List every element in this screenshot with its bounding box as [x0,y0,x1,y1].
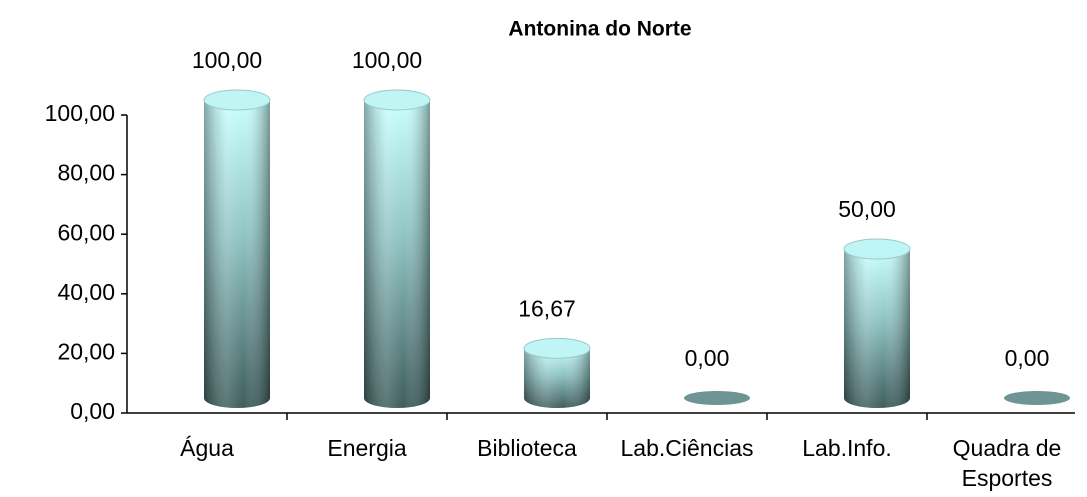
bar [684,391,750,405]
x-tick-label: Lab.Ciências [621,435,754,461]
bar [843,238,911,408]
bar-shade [844,249,910,408]
bar [203,89,271,408]
x-tick-label: Biblioteca [477,435,577,461]
value-label: 100,00 [352,47,422,73]
bar-cap [684,391,750,405]
value-label: 0,00 [1005,345,1050,371]
y-tick-label: 100,00 [45,100,115,126]
y-tick-label: 80,00 [57,160,115,186]
bar [1004,391,1070,405]
bar-cap [363,89,431,111]
bar-cap [1004,391,1070,405]
x-tick-label: Água [180,435,234,461]
value-label: 0,00 [685,345,730,371]
bar-cap [523,337,591,359]
x-tick-label: Lab.Info. [802,435,892,461]
bar-cap [843,238,911,260]
value-label: 100,00 [192,47,262,73]
x-tick-label: Quadra de Esportes [953,435,1062,491]
bar-shade [524,348,590,408]
bar-shade [364,100,430,408]
bar-shade [204,100,270,408]
bar [523,337,591,408]
value-label: 50,00 [838,196,896,222]
value-label: 16,67 [518,295,576,321]
y-tick-label: 20,00 [57,338,115,364]
y-tick-label: 40,00 [57,279,115,305]
y-tick-label: 0,00 [70,398,115,424]
bar-cap [203,89,271,111]
bar [363,89,431,408]
chart-title: Antonina do Norte [508,18,691,41]
y-tick-label: 60,00 [57,219,115,245]
x-tick-label: Energia [327,435,406,461]
